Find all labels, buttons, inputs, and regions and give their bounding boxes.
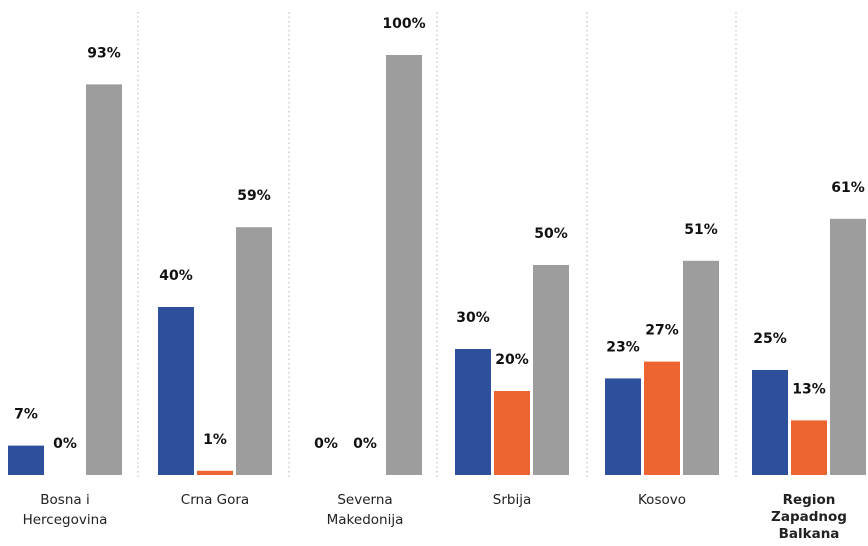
bar-cat1-s1 <box>8 445 44 475</box>
bar-cat3-s3 <box>386 55 422 475</box>
bar-cat5-s1 <box>605 378 641 475</box>
value-label-cat6-s2: 13% <box>792 381 826 397</box>
value-label-cat2-s3: 59% <box>237 188 271 204</box>
bar-cat5-s3 <box>683 260 719 475</box>
value-label-cat3-s2: 0% <box>353 436 377 452</box>
value-label-cat4-s2: 20% <box>495 352 529 368</box>
bar-cat1-s3 <box>86 84 122 476</box>
value-labels: 7% 0% 93% 40% 1% 59% 0% 0% 100% 30% 20% 50% 23% 27% 51… <box>14 16 865 452</box>
category-label-1-line-2: Hercegovina <box>23 512 108 528</box>
value-label-cat6-s3: 61% <box>831 180 865 196</box>
bar-cat2-s2 <box>197 470 233 475</box>
category-label-6-line-3: Balkana <box>779 526 840 542</box>
value-label-cat3-s3: 100% <box>382 16 425 32</box>
value-label-cat4-s3: 50% <box>534 226 568 242</box>
bar-cat4-s2 <box>494 391 530 475</box>
value-label-cat6-s1: 25% <box>753 331 787 347</box>
value-label-cat5-s1: 23% <box>606 339 640 355</box>
bar-cat6-s1 <box>752 370 788 475</box>
bar-cat6-s3 <box>830 218 866 476</box>
value-label-cat5-s2: 27% <box>645 323 679 339</box>
value-label-cat1-s1: 7% <box>14 407 38 423</box>
value-label-cat2-s2: 1% <box>203 432 227 448</box>
category-label-3-line-1: Severna <box>337 492 392 508</box>
bar-cat4-s3 <box>533 265 569 475</box>
value-label-cat2-s1: 40% <box>159 268 193 284</box>
category-label-4-line-1: Srbija <box>493 492 531 508</box>
category-label-6-line-2: Zapadnog <box>771 509 847 525</box>
bar-cat2-s3 <box>236 227 272 475</box>
value-label-cat1-s2: 0% <box>53 436 77 452</box>
category-label-5-line-1: Kosovo <box>638 492 686 508</box>
value-label-cat1-s3: 93% <box>87 45 121 61</box>
bar-cat2-s1 <box>158 307 194 475</box>
bars <box>8 55 866 476</box>
group-separators <box>137 12 737 478</box>
category-label-1-line-1: Bosna i <box>40 492 89 508</box>
value-label-cat4-s1: 30% <box>456 310 490 326</box>
bar-cat4-s1 <box>455 349 491 475</box>
category-labels: Bosna i Hercegovina Crna Gora Severna Makedo… <box>23 492 847 542</box>
category-label-2-line-1: Crna Gora <box>181 492 249 508</box>
bar-cat6-s2 <box>791 420 827 475</box>
value-label-cat3-s1: 0% <box>314 436 338 452</box>
category-label-6-line-1: Region <box>783 492 836 508</box>
value-label-cat5-s3: 51% <box>684 222 718 238</box>
category-label-3-line-2: Makedonija <box>327 512 404 528</box>
bar-cat5-s2 <box>644 361 680 475</box>
